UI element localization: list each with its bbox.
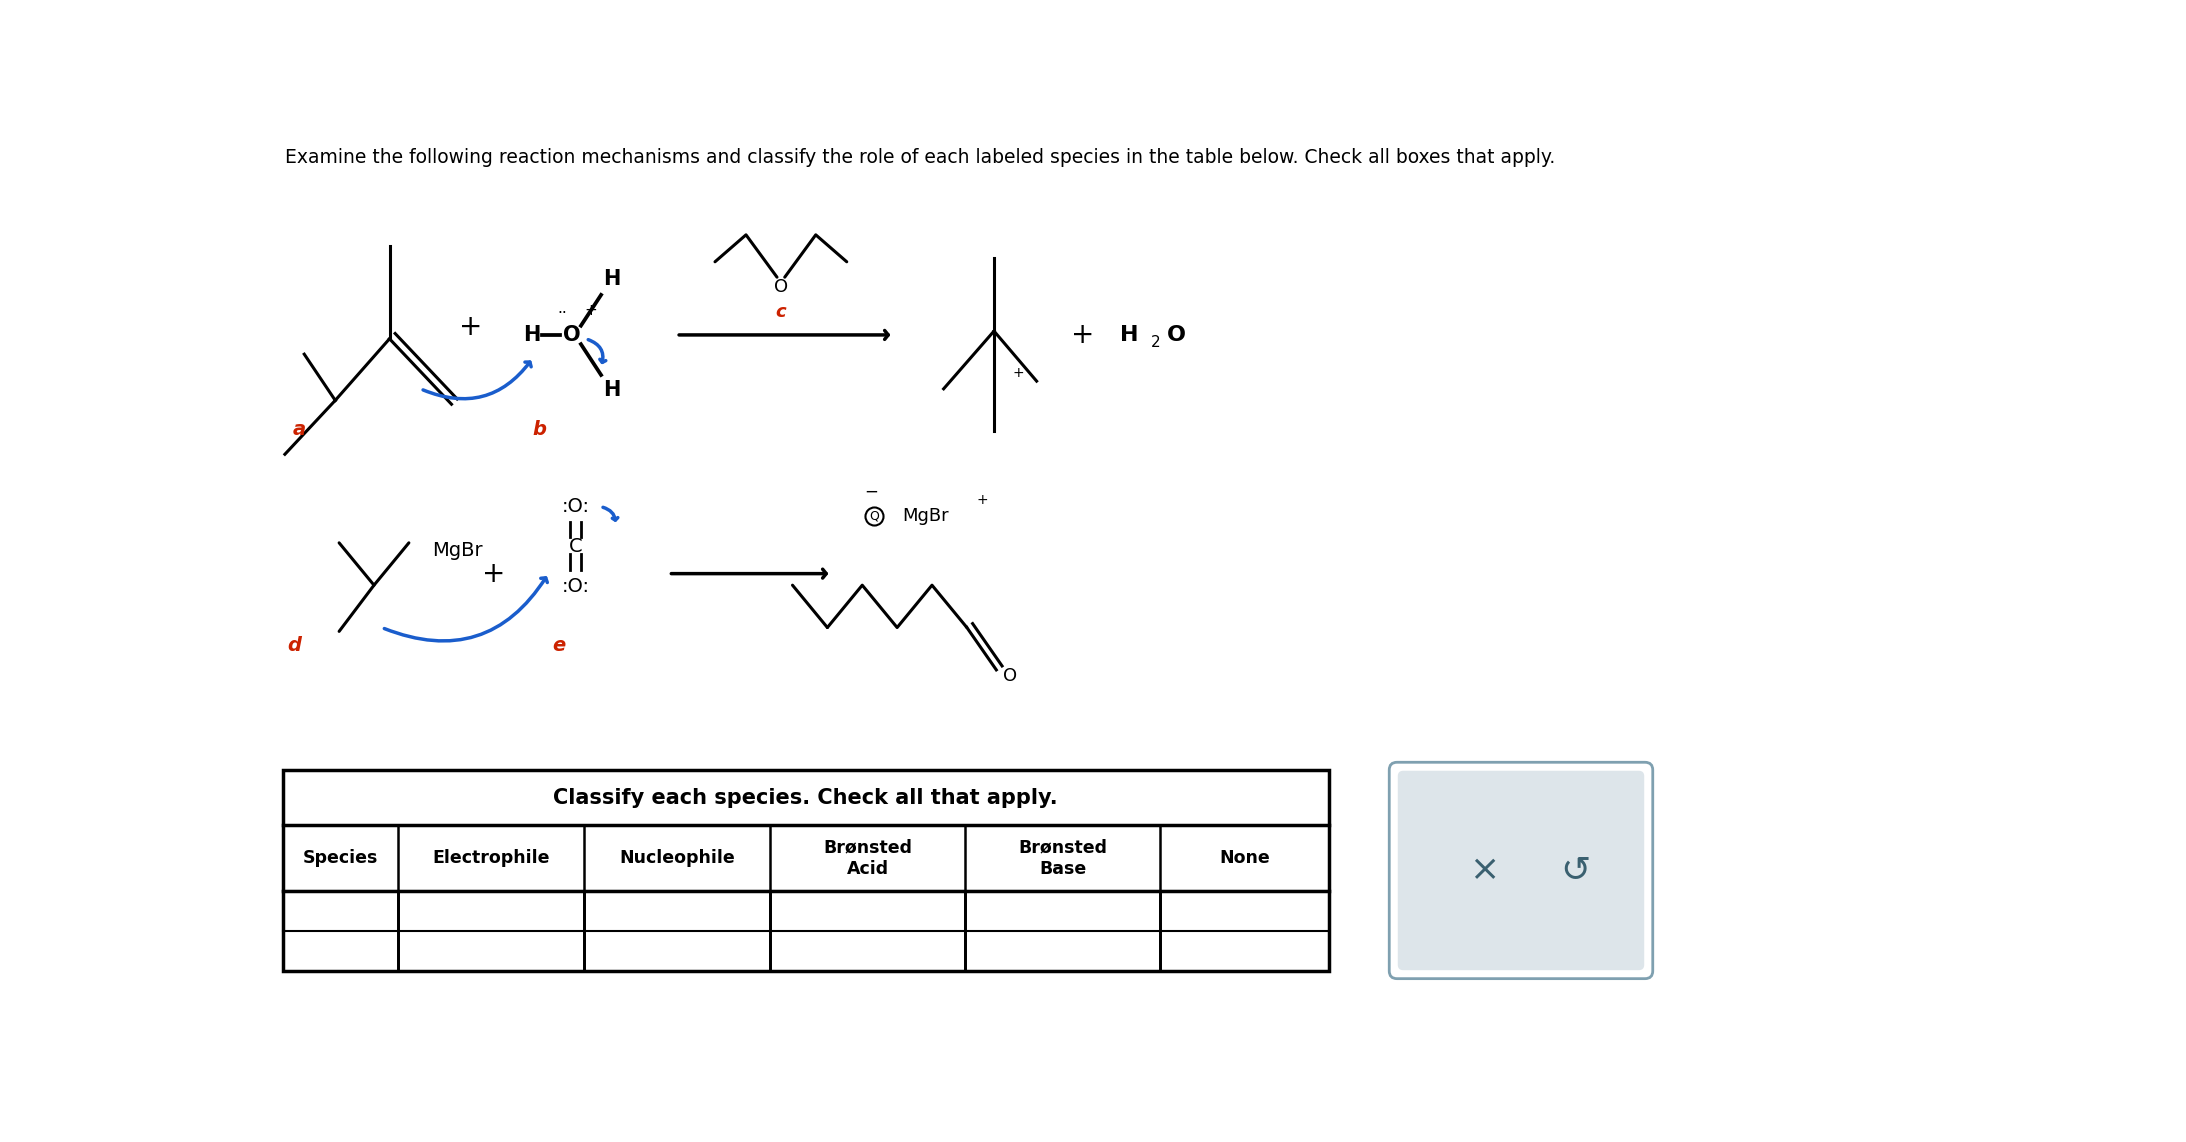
Text: −: − — [866, 482, 879, 500]
Text: H: H — [603, 380, 621, 401]
Text: ↺: ↺ — [1561, 853, 1591, 887]
Text: ×: × — [1469, 853, 1500, 887]
Text: H: H — [1121, 325, 1139, 345]
Text: +: + — [584, 303, 597, 317]
Text: H: H — [522, 325, 540, 345]
Text: +: + — [1012, 367, 1025, 380]
Text: +: + — [977, 493, 988, 507]
Text: ··: ·· — [557, 306, 566, 321]
Text: Nucleophile: Nucleophile — [619, 850, 734, 867]
FancyBboxPatch shape — [1390, 762, 1653, 979]
Text: MgBr: MgBr — [433, 541, 483, 560]
Text: +: + — [1071, 321, 1095, 349]
FancyBboxPatch shape — [282, 770, 1329, 971]
Text: H: H — [603, 270, 621, 289]
Text: None: None — [1220, 850, 1270, 867]
Text: Electrophile: Electrophile — [433, 850, 549, 867]
Text: Classify each species. Check all that apply.: Classify each species. Check all that ap… — [553, 788, 1058, 807]
Text: :O:: :O: — [562, 577, 590, 596]
Text: 2: 2 — [1150, 335, 1161, 351]
Text: O: O — [1003, 667, 1016, 685]
Text: a: a — [293, 420, 306, 439]
Text: Q: Q — [870, 509, 879, 522]
Text: O: O — [562, 325, 581, 345]
Text: Species: Species — [302, 850, 378, 867]
Text: MgBr: MgBr — [903, 507, 949, 525]
Text: Brønsted
Base: Brønsted Base — [1019, 838, 1108, 878]
Text: +: + — [459, 313, 483, 341]
Text: b: b — [533, 420, 546, 439]
Text: O: O — [774, 279, 787, 296]
Text: d: d — [286, 636, 302, 654]
Text: e: e — [553, 636, 566, 654]
Text: c: c — [776, 303, 787, 321]
Text: Brønsted
Acid: Brønsted Acid — [824, 838, 912, 878]
Text: :O:: :O: — [562, 497, 590, 516]
Text: C: C — [568, 537, 581, 556]
Text: Examine the following reaction mechanisms and classify the role of each labeled : Examine the following reaction mechanism… — [284, 147, 1554, 167]
FancyBboxPatch shape — [1397, 771, 1644, 971]
Text: +: + — [483, 560, 505, 588]
Text: O: O — [1167, 325, 1185, 345]
